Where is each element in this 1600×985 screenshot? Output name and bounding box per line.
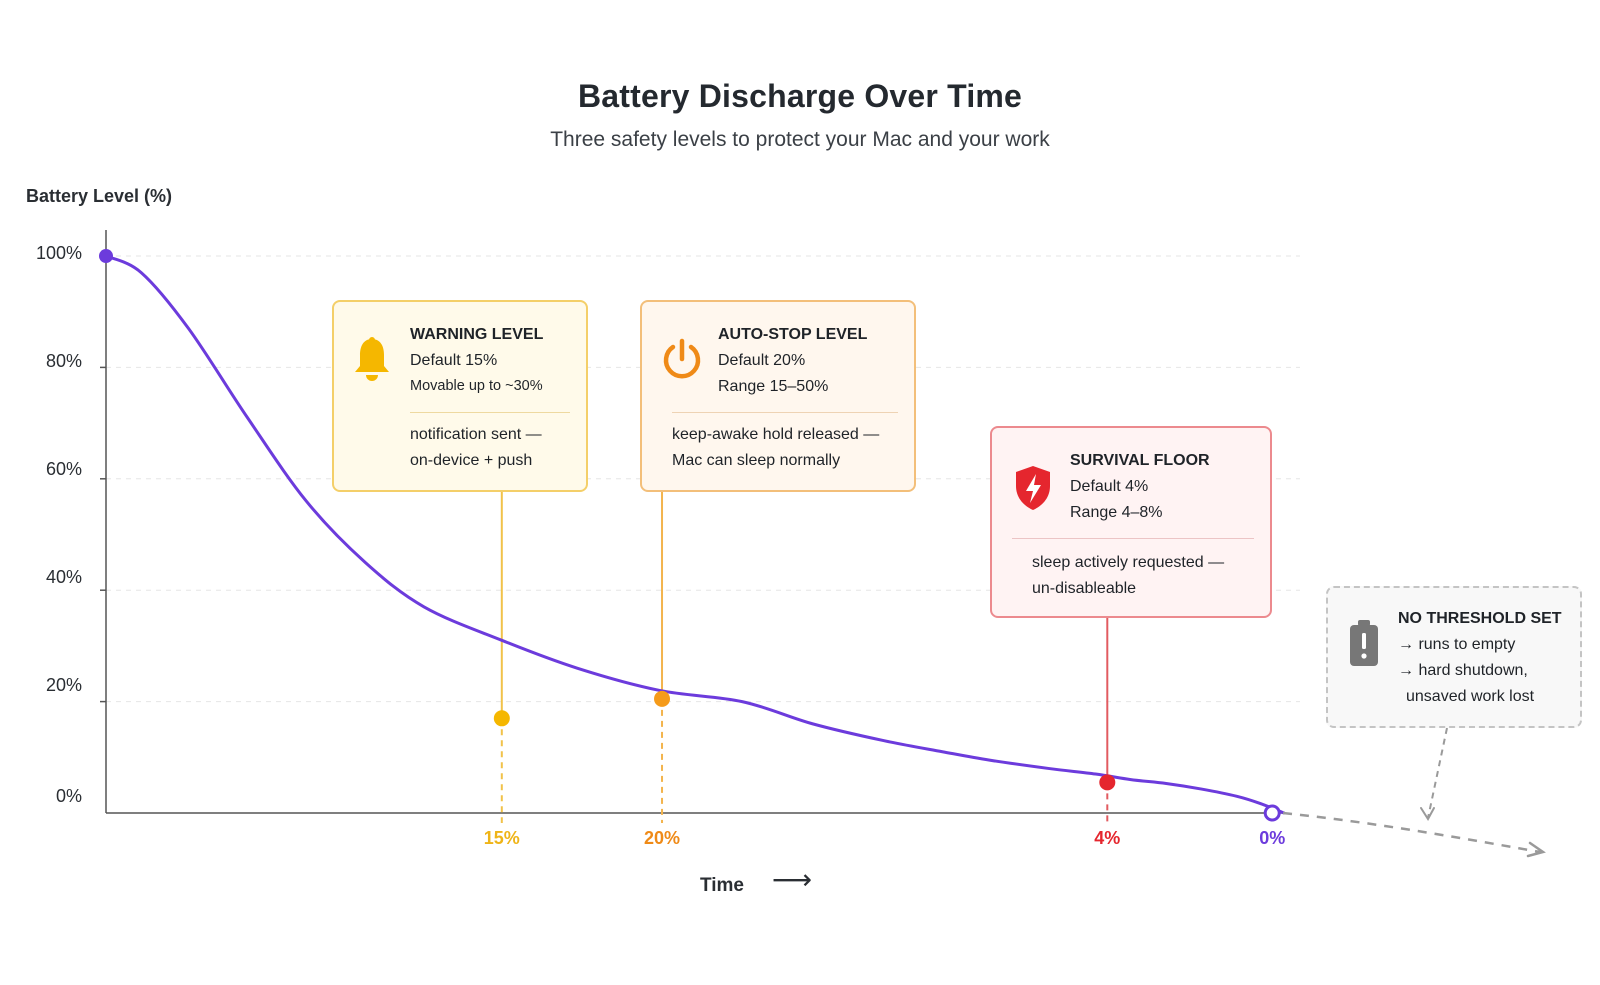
card-title: SURVIVAL FLOOR	[1070, 452, 1210, 469]
card-line: unsaved work lost	[1406, 688, 1535, 705]
card-note: Mac can sleep normally	[672, 452, 841, 469]
card-title: AUTO-STOP LEVEL	[718, 326, 868, 343]
bell-icon	[352, 336, 392, 387]
x-marker-label: 0%	[1259, 828, 1286, 848]
card-divider	[672, 412, 898, 413]
dashed-empty-tail	[1282, 811, 1541, 854]
battery-alert-icon	[1348, 618, 1380, 673]
card-range: Movable up to ~30%	[410, 378, 543, 394]
x-marker-label: 15%	[483, 828, 520, 848]
y-axis-label: Battery Level (%)	[26, 186, 173, 206]
card-default: Default 4%	[1070, 478, 1149, 495]
y-tick-label: 40%	[45, 567, 82, 587]
x-axis-arrow: ⟶	[772, 864, 813, 895]
marker-points	[99, 249, 1281, 822]
marker-point	[1099, 774, 1116, 791]
discharge-curve	[104, 254, 1286, 815]
card-title: NO THRESHOLD SET	[1398, 610, 1562, 627]
card-note: un-disableable	[1032, 580, 1137, 597]
start-point	[99, 249, 113, 263]
empty-point	[1263, 804, 1281, 822]
x-marker-label: 4%	[1094, 828, 1121, 848]
card-note: keep-awake hold released —	[672, 426, 880, 443]
chart-title: Battery Discharge Over Time	[577, 78, 1023, 114]
y-tick-label: 60%	[45, 459, 82, 479]
y-tick-label: 100%	[35, 243, 82, 263]
tail-arrowhead	[1526, 841, 1546, 858]
card-divider	[410, 412, 570, 413]
card-line: → runs to empty	[1398, 636, 1516, 653]
x-marker-label: 20%	[644, 828, 681, 848]
warning-card: WARNING LEVEL Default 15% Movable up to …	[332, 300, 588, 492]
x-axis-label: Time	[700, 875, 745, 896]
survival-card: SURVIVAL FLOOR Default 4% Range 4–8% sle…	[990, 426, 1272, 618]
y-tick-label: 20%	[45, 675, 82, 695]
card-note: sleep actively requested —	[1032, 554, 1225, 571]
card-range: Range 4–8%	[1070, 504, 1163, 521]
autostop-card: AUTO-STOP LEVEL Default 20% Range 15–50%…	[640, 300, 916, 492]
card-note: notification sent —	[410, 426, 542, 443]
card-default: Default 15%	[410, 352, 498, 369]
y-tick-label: 0%	[55, 786, 82, 806]
card-divider	[1012, 538, 1254, 539]
marker-point	[493, 710, 510, 727]
marker-point	[654, 690, 671, 707]
power-icon	[660, 338, 704, 387]
card-title: WARNING LEVEL	[410, 326, 544, 343]
card-default: Default 20%	[718, 352, 806, 369]
card-range: Range 15–50%	[718, 378, 829, 395]
callout-arrow	[1427, 727, 1448, 819]
callout-arrowhead	[1420, 807, 1435, 821]
card-note: on-device + push	[410, 452, 533, 469]
shield-bolt-icon	[1012, 464, 1054, 517]
marker-connectors	[500, 492, 1109, 823]
card-line: → hard shutdown,	[1398, 662, 1528, 679]
no-threshold-card: NO THRESHOLD SET → runs to empty → hard …	[1326, 586, 1582, 728]
y-tick-label: 80%	[45, 351, 82, 371]
chart-subtitle: Three safety levels to protect your Mac …	[550, 128, 1050, 151]
